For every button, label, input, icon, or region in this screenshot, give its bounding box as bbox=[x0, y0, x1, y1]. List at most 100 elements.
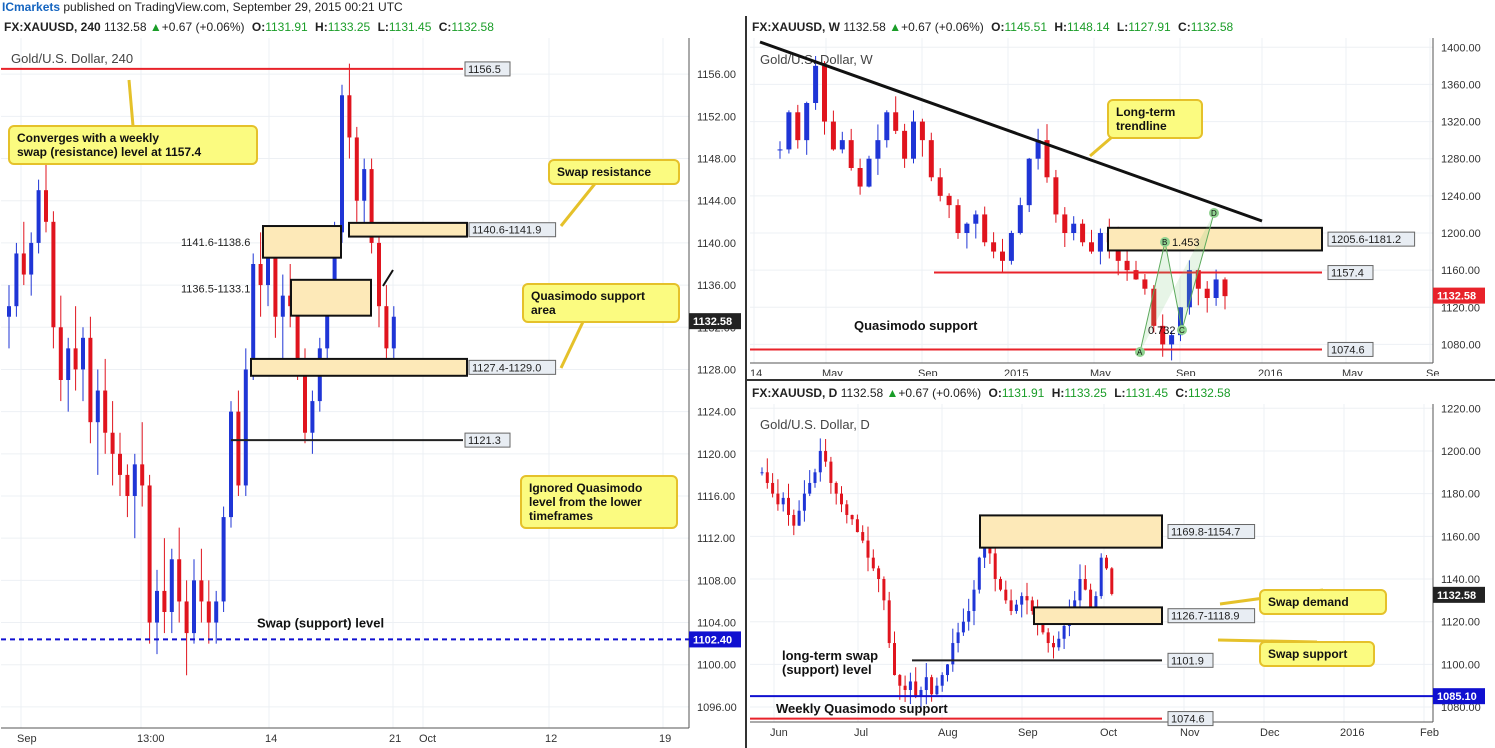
candle bbox=[251, 264, 256, 370]
candle bbox=[866, 540, 870, 558]
note-long-term-trendline-text: Long-term bbox=[1116, 105, 1175, 119]
y-tick-label: 1124.00 bbox=[697, 407, 736, 419]
candle bbox=[776, 493, 780, 505]
candle bbox=[1213, 279, 1219, 298]
candle bbox=[229, 411, 233, 518]
candle bbox=[377, 242, 381, 307]
level-1156-5-label: 1156.5 bbox=[468, 64, 501, 76]
candle bbox=[44, 190, 48, 222]
candle bbox=[1025, 596, 1029, 601]
candle bbox=[66, 348, 71, 380]
y-tick-label: 1280.00 bbox=[1441, 154, 1481, 166]
panel-divider-vertical bbox=[745, 16, 747, 748]
zone-1141-6-label: 1141.6-1138.6 bbox=[181, 237, 250, 249]
y-tick-label: 1112.00 bbox=[697, 533, 735, 545]
candle bbox=[1099, 557, 1103, 597]
candle bbox=[1089, 242, 1094, 252]
candle bbox=[914, 681, 918, 697]
x-tick-label: 2016 bbox=[1340, 727, 1364, 739]
candle bbox=[14, 253, 19, 307]
y-tick-label: 1140.00 bbox=[697, 238, 736, 250]
candle bbox=[310, 401, 315, 433]
candle bbox=[1083, 579, 1087, 590]
x-tick-label: Aug bbox=[938, 727, 958, 739]
weekly-qm-label: Weekly Quasimodo support bbox=[776, 701, 948, 716]
zone-1205-6-1181-2 bbox=[1107, 226, 1323, 252]
weekly-chart[interactable]: 1080.00 1120.00 1160.00 1200.00 1240.00 1280.… bbox=[750, 38, 1495, 376]
candle bbox=[765, 472, 769, 483]
note-ignored-qm-text: timeframes bbox=[529, 509, 593, 523]
long-term-swap-label-1: long-term swap bbox=[782, 648, 878, 663]
y-tick-label: 1128.00 bbox=[697, 364, 736, 376]
candle bbox=[877, 568, 881, 580]
x-tick-label: 12 bbox=[545, 733, 557, 745]
candle bbox=[1009, 600, 1013, 612]
harmonic-label: A bbox=[1137, 348, 1143, 357]
candle bbox=[1110, 568, 1114, 594]
candle bbox=[1080, 223, 1086, 243]
candle bbox=[848, 140, 854, 168]
y-tick-label: 1108.00 bbox=[697, 575, 736, 587]
x-tick-label: Sep bbox=[1176, 368, 1196, 376]
h4-open: 1131.91 bbox=[265, 20, 308, 34]
candle bbox=[911, 121, 916, 159]
x-tick-label: May bbox=[1090, 368, 1111, 376]
level-1157-4-label: 1157.4 bbox=[1331, 268, 1364, 280]
candle bbox=[7, 306, 11, 317]
candle bbox=[1035, 140, 1041, 159]
candle bbox=[206, 601, 211, 623]
candle bbox=[1052, 643, 1055, 648]
daily-chart[interactable]: 1080.00 1100.00 1120.00 1140.00 1160.00 1180.… bbox=[750, 404, 1495, 748]
note-long-term-trendline-text: trendline bbox=[1116, 119, 1167, 133]
note-swap-demand-text: Swap demand bbox=[1268, 595, 1349, 609]
candle bbox=[792, 514, 796, 526]
candle bbox=[771, 482, 775, 494]
candle bbox=[787, 497, 790, 515]
y-tick-label: 1080.00 bbox=[1441, 702, 1481, 714]
candle bbox=[266, 242, 270, 286]
h4-chart[interactable]: 1096.00 1100.00 1104.00 1108.00 1112.00 1116.… bbox=[1, 38, 745, 746]
candle bbox=[273, 242, 278, 317]
candle bbox=[964, 223, 970, 233]
note-long-term-trendline bbox=[1107, 99, 1203, 139]
candle bbox=[946, 195, 952, 206]
candle bbox=[58, 327, 63, 380]
y-tick-label: 1360.00 bbox=[1441, 79, 1481, 91]
h4-change: +0.67 (+0.06%) bbox=[161, 20, 245, 34]
candle bbox=[861, 532, 865, 541]
candle bbox=[893, 112, 899, 131]
y-tick-label: 1136.00 bbox=[697, 280, 736, 292]
candle bbox=[898, 675, 902, 686]
h4-price: 1132.58 bbox=[104, 20, 147, 34]
candle bbox=[177, 559, 182, 602]
level-1074-6-label: 1074.6 bbox=[1331, 344, 1365, 356]
y-tick-label: 1320.00 bbox=[1441, 117, 1481, 129]
x-tick-label: Nov bbox=[1180, 727, 1200, 739]
candle bbox=[977, 557, 981, 590]
candle bbox=[332, 232, 337, 296]
candle bbox=[1195, 270, 1201, 289]
y-tick-label: 1120.00 bbox=[1441, 617, 1480, 629]
candle bbox=[887, 600, 891, 644]
candle bbox=[21, 253, 26, 275]
candle bbox=[1142, 279, 1148, 289]
candle bbox=[1105, 557, 1108, 569]
d-symbol: FX:XAUUSD, D bbox=[752, 386, 838, 400]
candle bbox=[1004, 589, 1008, 601]
candle bbox=[118, 453, 122, 475]
x-tick-label: Oct bbox=[419, 733, 436, 745]
y-tick-label: 1180.00 bbox=[1441, 489, 1480, 501]
candle bbox=[850, 514, 854, 520]
h4-current-price bbox=[689, 313, 741, 330]
candle bbox=[951, 643, 955, 665]
harmonic-point bbox=[1135, 347, 1145, 357]
candle bbox=[955, 205, 961, 233]
y-tick-label: 1152.00 bbox=[697, 111, 736, 123]
candle bbox=[221, 517, 226, 602]
zone-1205-6-1181-2-label: 1205.6-1181.2 bbox=[1331, 234, 1401, 246]
candle bbox=[88, 337, 93, 423]
d-open: 1131.91 bbox=[1001, 386, 1045, 400]
d-swap-price-label: 1085.10 bbox=[1437, 691, 1477, 703]
brand-logo[interactable]: ICmarkets bbox=[2, 0, 61, 14]
candle bbox=[855, 519, 859, 533]
